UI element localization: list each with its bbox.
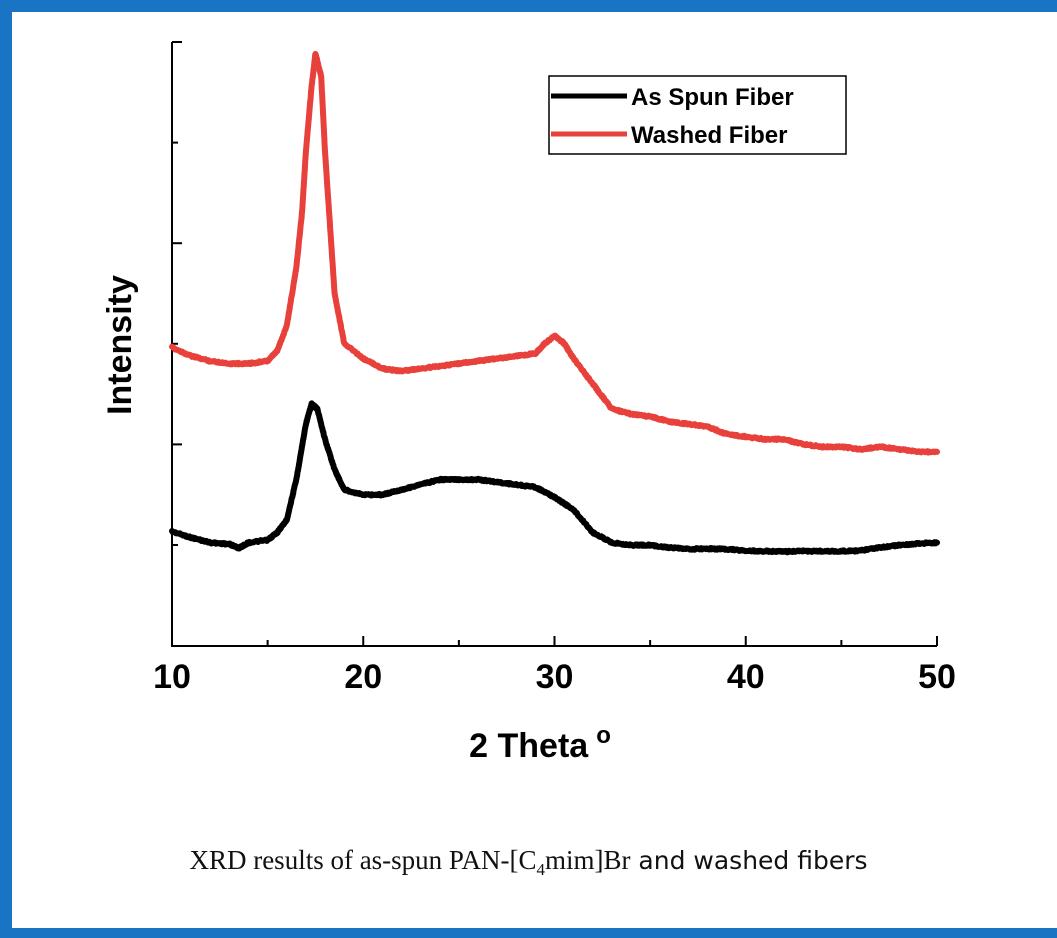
caption-suffix: and washed fibers — [630, 846, 868, 875]
y-ticks — [172, 41, 182, 546]
legend: As Spun Fiber Washed Fiber — [548, 75, 847, 155]
x-tick-label: 50 — [918, 658, 956, 696]
x-ticks — [171, 636, 938, 646]
x-axis-degree-symbol: o — [596, 722, 611, 749]
legend-box — [548, 75, 847, 155]
caption-prefix: XRD results of as-spun PAN-[C — [189, 845, 537, 875]
y-axis-title: Intensity — [101, 275, 139, 415]
xrd-chart: 10 20 30 40 50 2 Theta o Intensity As Spun Fi… — [101, 41, 956, 765]
x-axis-title: 2 Theta o — [469, 722, 611, 765]
legend-label-washed: Washed Fiber — [631, 122, 787, 149]
caption-subscript: 4 — [536, 860, 545, 879]
x-tick-label: 10 — [153, 658, 191, 696]
legend-label-as-spun: As Spun Fiber — [631, 84, 794, 111]
x-tick-label: 30 — [536, 658, 574, 696]
figure-caption: XRD results of as-spun PAN-[C4mim]Br and… — [0, 845, 1057, 880]
series-line-washed — [169, 50, 940, 456]
x-tick-label: 20 — [344, 658, 382, 696]
x-tick-label: 40 — [727, 658, 765, 696]
x-tick-labels: 10 20 30 40 50 — [153, 658, 956, 696]
caption-middle: mim]Br — [544, 845, 631, 875]
series-line-as-spun — [169, 400, 940, 556]
series-layer — [169, 50, 940, 556]
